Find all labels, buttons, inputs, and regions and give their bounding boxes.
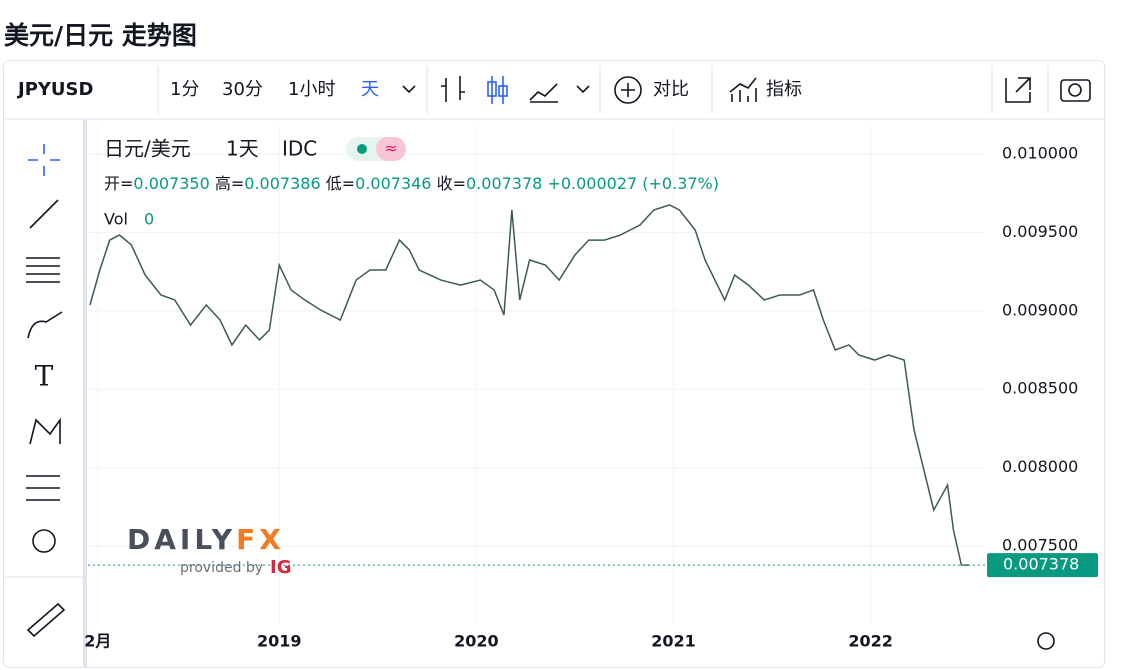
y-tick-label: 0.009000: [1002, 300, 1078, 319]
ohlc-value: 0.007350: [133, 174, 209, 193]
x-tick-label: 2022: [848, 632, 893, 651]
candle-icon: [498, 85, 508, 97]
snapshot-icon: [1068, 83, 1082, 97]
dropdown-icon[interactable]: [576, 85, 590, 94]
x-tick-label: 2021: [651, 632, 696, 651]
interval: 1天: [226, 137, 259, 161]
interval-button-active[interactable]: 天: [361, 79, 379, 100]
interval-button[interactable]: 1分: [170, 79, 199, 100]
series-name: 日元/美元: [104, 137, 191, 161]
change: +0.000027 (+0.37%): [547, 174, 719, 193]
page-title: 美元/日元 走势图: [4, 21, 197, 50]
y-tick-label: 0.007500: [1002, 535, 1078, 554]
volume-label: Vol: [104, 210, 128, 229]
x-tick-label: 2020: [454, 632, 499, 651]
crosshair-tool[interactable]: [28, 144, 60, 176]
snapshot-icon[interactable]: [1060, 79, 1091, 102]
area-icon[interactable]: [529, 83, 558, 103]
interval-button[interactable]: 1小时: [288, 79, 335, 100]
y-tick-label: 0.008500: [1002, 379, 1078, 398]
settings-icon[interactable]: [1037, 632, 1055, 650]
watermark-provided: provided by: [180, 560, 263, 576]
emoji-tool[interactable]: [32, 529, 56, 553]
text-tool[interactable]: T: [35, 360, 54, 393]
ohlc: 开=0.007350 高=0.007386 低=0.007346 收=0.007…: [104, 174, 719, 193]
last-price-label: 0.007378: [1003, 555, 1079, 574]
watermark-ig: IG: [270, 557, 291, 578]
compare-icon: [621, 83, 635, 97]
brush-tool[interactable]: [27, 311, 63, 339]
fib-tool[interactable]: [26, 257, 60, 283]
symbol[interactable]: JPYUSD: [16, 79, 93, 100]
price-line: [89, 204, 970, 566]
x-tick-label: 2月: [84, 632, 111, 651]
dropdown-icon[interactable]: [402, 85, 416, 94]
y-tick-label: 0.010000: [1002, 144, 1078, 163]
candle-icon[interactable]: [491, 76, 504, 104]
candle-icon: [487, 81, 497, 97]
compare-button[interactable]: 对比: [653, 79, 689, 100]
volume: 0: [144, 210, 154, 229]
indicator-icon[interactable]: [729, 77, 757, 102]
x-tick-label: 2019: [257, 632, 302, 651]
ohlc-value: 0.007378: [466, 174, 542, 193]
ohlc-label: 低=: [326, 174, 355, 193]
last-price-box: [987, 553, 1098, 578]
trendline-tool[interactable]: [29, 199, 59, 229]
indicators-button[interactable]: 指标: [766, 79, 802, 100]
status-pill: [376, 137, 406, 161]
watermark: DAILYFX: [127, 523, 285, 556]
source: IDC: [282, 137, 317, 161]
ohlc-value: 0.007346: [355, 174, 431, 193]
ruler-tool[interactable]: [26, 602, 66, 638]
prediction-tool[interactable]: [26, 475, 60, 501]
interval-button[interactable]: 30分: [222, 79, 263, 100]
pattern-tool[interactable]: [29, 417, 61, 445]
compare-icon[interactable]: [614, 76, 642, 104]
y-tick-label: 0.008000: [1002, 457, 1078, 476]
fullscreen-icon[interactable]: [1005, 77, 1031, 103]
y-tick-label: 0.009500: [1002, 222, 1078, 241]
ohlc-label: 收=: [437, 174, 466, 193]
plot: [88, 125, 985, 625]
ohlc-label: 开=: [104, 174, 133, 193]
bar-chart-icon[interactable]: [441, 76, 465, 102]
status-icon: ≈: [384, 139, 397, 158]
watermark-a: DAILY: [127, 523, 236, 556]
ohlc-label: 高=: [215, 174, 244, 193]
status-dot: [357, 144, 367, 154]
watermark-b: FX: [236, 523, 285, 556]
ohlc-value: 0.007386: [244, 174, 320, 193]
